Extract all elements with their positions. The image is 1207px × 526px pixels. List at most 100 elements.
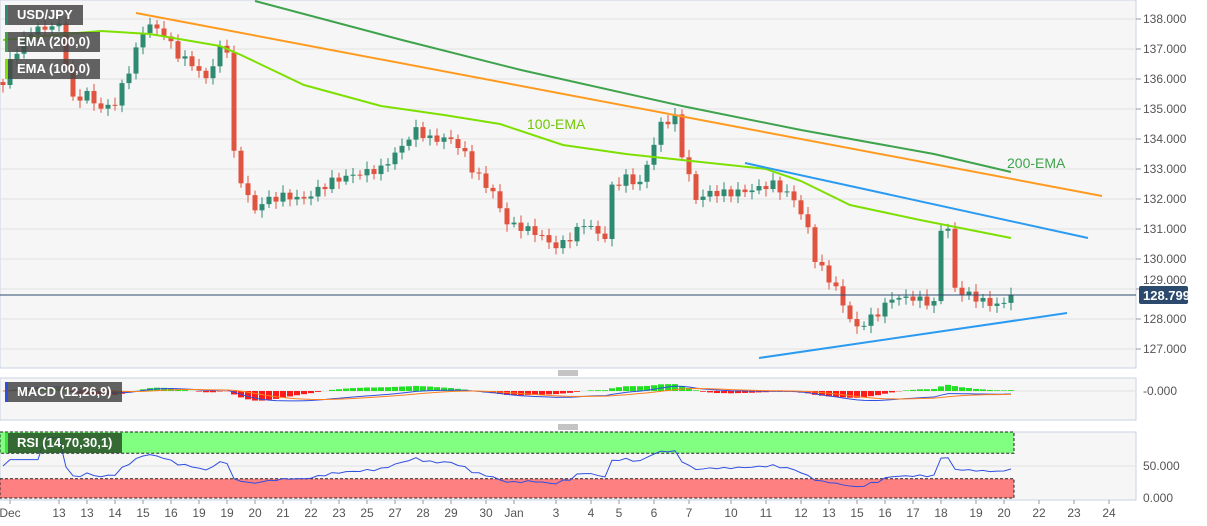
x-tick-label: Jan [504,506,523,520]
current-price-label: 128.799 [1143,288,1190,303]
candle-body [1008,295,1014,303]
candle-body [896,297,902,300]
macd-histogram-bar [497,391,503,395]
candle-body [70,65,76,97]
candle-body [679,114,685,158]
candle-body [826,265,832,283]
candle-body [336,177,342,182]
macd-histogram-bar [672,384,678,391]
macd-histogram-bar [217,391,223,392]
candle-body [861,325,867,327]
macd-histogram-bar [931,388,937,391]
x-tick-label: 18 [934,506,948,520]
candle-body [490,187,496,192]
candle-body [553,242,559,249]
x-tick-label: 21 [276,506,290,520]
macd-histogram-bar [812,391,818,395]
macd-histogram-bar [840,391,846,398]
x-tick-label: 30 [479,506,493,520]
candle-body [441,137,447,142]
macd-histogram-bar [560,391,566,394]
candle-body [42,26,48,30]
y-tick-label: 127.000 [1143,342,1187,356]
candle-body [280,192,286,202]
macd-histogram-bar [245,391,251,400]
y-tick-label: 129.000 [1143,273,1187,287]
x-tick-label: 16 [164,506,178,520]
macd-signal-line [2,387,1012,401]
macd-histogram-bar [875,391,881,396]
macd-histogram-bar [413,385,419,391]
macd-histogram-bar [448,388,454,391]
candle-body [210,66,216,79]
candle-body [175,41,181,59]
candle-body [728,189,734,197]
macd-histogram-bar [434,387,440,391]
macd-legend-text: MACD (12,26,9) [17,384,112,399]
candle-body [238,150,244,184]
x-tick-label: 13 [80,506,94,520]
rsi-legend[interactable]: RSI (14,70,30,1) [5,433,123,453]
candle-body [763,186,769,190]
macd-histogram-bar [854,391,860,398]
macd-histogram-bar [623,386,629,391]
candle-body [511,222,517,225]
ema100-legend[interactable]: EMA (100,0) [5,59,101,79]
macd-histogram-bar [504,391,510,395]
macd-histogram-bar [609,388,615,391]
candle-body [693,174,699,200]
macd-histogram-bar [392,386,398,391]
candle-body [931,301,937,306]
x-tick-label: 10 [724,506,738,520]
candle-body [784,191,790,193]
macd-histogram-bar [1001,390,1007,391]
current-price-tag [1139,286,1188,305]
candle-body [14,53,20,60]
candle-body [357,174,363,176]
candle-body [322,186,328,190]
macd-histogram-bar [665,384,671,391]
candle-body [217,45,223,67]
macd-histogram-bar [973,388,979,391]
candle-body [329,177,335,190]
macd-histogram-bar [539,391,545,395]
y-tick-label: 135.000 [1143,102,1187,116]
x-tick-label: Dec [0,506,21,520]
candle-body [637,181,643,185]
candle-body [952,228,958,288]
macd-histogram-bar [350,388,356,391]
y-tick-label: 130.000 [1143,252,1187,266]
macd-histogram-bar [546,391,552,395]
rsi-line [2,437,1012,488]
candle-body [798,200,804,215]
macd-histogram-bar [161,387,167,391]
ema200-line [254,0,1012,173]
macd-histogram-bar [343,388,349,391]
candle-body [616,184,622,186]
macd-histogram-bar [525,391,531,396]
macd-histogram-bar [175,389,181,391]
ema200-legend[interactable]: EMA (200,0) [5,32,101,52]
candle-body [875,314,881,317]
macd-histogram-bar [329,389,335,391]
candle-body [364,169,370,176]
candle-body [266,196,272,205]
macd-histogram-bar [980,389,986,391]
x-tick-label: 7 [686,506,693,520]
symbol-label[interactable]: USD/JPY [5,5,83,25]
x-tick-label: 15 [850,506,864,520]
candle-body [868,314,874,326]
candle-body [182,56,188,59]
x-tick-label: 13 [52,506,66,520]
macd-legend[interactable]: MACD (12,26,9) [5,382,122,402]
y-tick-label: 136.000 [1143,72,1187,86]
y-tick-label: 131.000 [1143,222,1187,236]
macd-histogram-bar [952,386,958,391]
macd-histogram-bar [679,385,685,391]
macd-histogram-bar [994,390,1000,391]
candle-body [385,164,391,166]
macd-histogram-bar [294,391,300,396]
candle-body [462,147,468,152]
candle-body [749,190,755,193]
